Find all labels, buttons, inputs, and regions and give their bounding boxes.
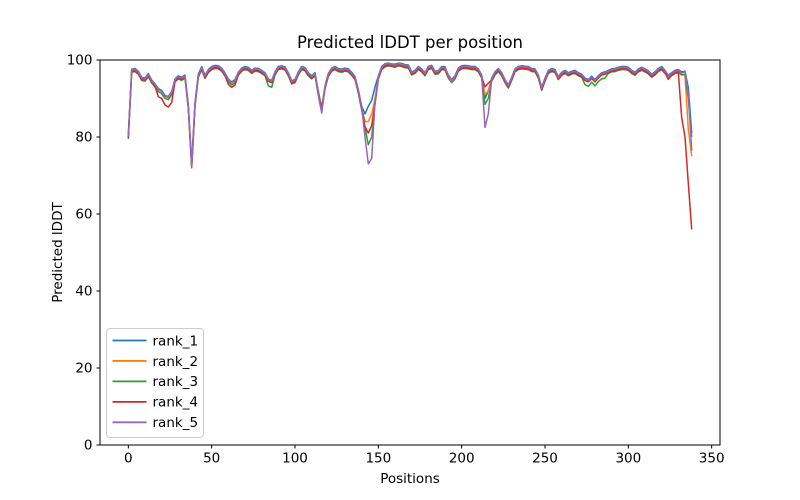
x-tick-label: 0 bbox=[124, 451, 133, 467]
y-tick-label: 60 bbox=[75, 207, 92, 223]
x-tick-label: 300 bbox=[615, 451, 641, 467]
legend-item-rank_5: rank_5 bbox=[112, 415, 199, 431]
series-rank_3 bbox=[127, 65, 693, 168]
legend-item-rank_1: rank_1 bbox=[112, 333, 199, 349]
legend: rank_1 rank_2 rank_3 rank_4 rank_5 bbox=[106, 328, 204, 438]
legend-label-rank_4: rank_4 bbox=[153, 395, 199, 411]
x-tick-label: 100 bbox=[282, 451, 308, 467]
y-axis-ticks: 0 20 40 60 80 100 bbox=[67, 53, 100, 454]
y-tick-label: 80 bbox=[75, 130, 92, 146]
legend-label-rank_3: rank_3 bbox=[153, 374, 199, 390]
series-rank_1 bbox=[127, 62, 693, 165]
y-tick-label: 20 bbox=[75, 361, 92, 377]
x-axis-label: Positions bbox=[380, 471, 440, 487]
series-rank_5 bbox=[127, 62, 693, 168]
legend-item-rank_3: rank_3 bbox=[112, 374, 199, 390]
chart-title: Predicted lDDT per position bbox=[297, 33, 523, 52]
legend-label-rank_2: rank_2 bbox=[153, 354, 199, 370]
x-tick-label: 250 bbox=[532, 451, 558, 467]
legend-item-rank_4: rank_4 bbox=[112, 395, 199, 411]
x-tick-label: 50 bbox=[203, 451, 220, 467]
legend-label-rank_1: rank_1 bbox=[153, 333, 199, 349]
x-axis-ticks: 0 50 100 150 200 250 300 350 bbox=[124, 445, 725, 467]
y-tick-label: 40 bbox=[75, 284, 92, 300]
legend-item-rank_2: rank_2 bbox=[112, 354, 199, 370]
data-series bbox=[127, 62, 693, 230]
y-axis-label: Predicted lDDT bbox=[50, 202, 66, 303]
y-tick-label: 100 bbox=[67, 53, 93, 69]
legend-box bbox=[106, 328, 204, 438]
x-tick-label: 200 bbox=[449, 451, 475, 467]
x-tick-label: 150 bbox=[365, 451, 391, 467]
plot-area bbox=[99, 59, 721, 446]
series-rank_4 bbox=[127, 64, 693, 230]
x-tick-label: 350 bbox=[699, 451, 725, 467]
legend-label-rank_5: rank_5 bbox=[153, 415, 199, 431]
y-tick-label: 0 bbox=[84, 438, 93, 454]
series-rank_2 bbox=[127, 63, 693, 166]
